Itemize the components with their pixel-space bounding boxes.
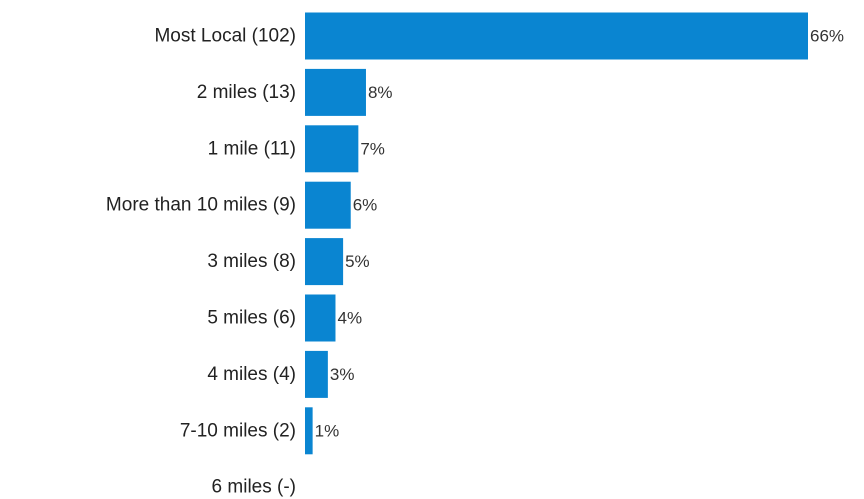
category-label-4-miles-4: 4 miles (4) bbox=[207, 364, 296, 385]
category-label-5-miles-6: 5 miles (6) bbox=[207, 308, 296, 329]
category-label-6-miles: 6 miles (-) bbox=[212, 477, 296, 498]
bar-most-local-102 bbox=[305, 12, 808, 60]
value-label-1-mile-11: 7% bbox=[360, 139, 385, 158]
category-label-most-local-102: Most Local (102) bbox=[154, 26, 296, 47]
value-labels: 66% 8% 7% 6% 5% 4% 3% 1% bbox=[315, 27, 844, 441]
bar-3-miles-8 bbox=[305, 238, 344, 286]
bar-more-than-10-miles-9 bbox=[305, 181, 351, 229]
category-label-2-miles-13: 2 miles (13) bbox=[197, 82, 296, 103]
category-label-3-miles-8: 3 miles (8) bbox=[207, 251, 296, 272]
bars bbox=[305, 12, 808, 455]
category-label-7-10-miles-2: 7-10 miles (2) bbox=[180, 420, 296, 441]
bar-7-10-miles-2 bbox=[305, 407, 313, 455]
value-label-2-miles-13: 8% bbox=[368, 83, 393, 102]
bar-2-miles-13 bbox=[305, 68, 366, 116]
value-label-3-miles-8: 5% bbox=[345, 252, 370, 271]
category-labels: Most Local (102) 2 miles (13) 1 mile (11) M… bbox=[106, 26, 296, 498]
value-label-7-10-miles-2: 1% bbox=[315, 421, 340, 440]
value-label-4-miles-4: 3% bbox=[330, 365, 355, 384]
category-label-1-mile-11: 1 mile (11) bbox=[208, 138, 296, 159]
bar-5-miles-6 bbox=[305, 294, 336, 342]
value-label-more-than-10-miles-9: 6% bbox=[353, 196, 378, 215]
bar-1-mile-11 bbox=[305, 125, 359, 173]
category-label-more-than-10-miles-9: More than 10 miles (9) bbox=[106, 195, 296, 216]
value-label-5-miles-6: 4% bbox=[337, 309, 362, 328]
bar-4-miles-4 bbox=[305, 350, 328, 398]
value-label-most-local-102: 66% bbox=[810, 27, 844, 46]
